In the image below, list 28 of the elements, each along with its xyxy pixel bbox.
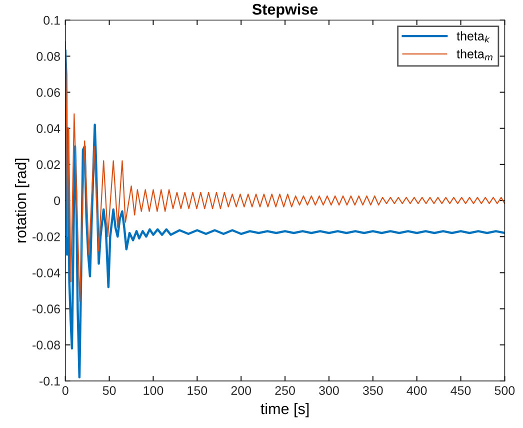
x-axis-title: time [s]	[260, 402, 309, 418]
legend-label: theta$_{m}$	[456, 49, 492, 60]
x-tick-label: 350	[362, 386, 383, 395]
x-tick-label: 0	[62, 386, 68, 395]
y-tick-label: -0.08	[32, 340, 60, 350]
y-tick-label: 0.06	[36, 88, 60, 97]
x-tick-label: 250	[275, 386, 295, 395]
y-tick-label: 0.04	[36, 124, 60, 134]
x-tick-label: 200	[231, 386, 252, 395]
y-tick-label: 0.08	[36, 52, 60, 61]
x-tick-label: 50	[102, 386, 116, 395]
y-axis-title: rotation [rad]	[15, 158, 30, 242]
x-tick-label: 400	[406, 386, 427, 395]
y-tick-label: -0.06	[32, 304, 60, 314]
chart-title: Stepwise	[252, 3, 318, 18]
x-tick-label: 150	[188, 386, 208, 395]
x-tick-label: 100	[144, 386, 164, 395]
line-series	[65, 50, 505, 378]
y-tick-label: 0.02	[36, 160, 60, 170]
x-tick-label: 300	[319, 386, 339, 395]
legend-label: theta$_{k}$	[456, 31, 490, 42]
y-tick-label: 0.1	[44, 16, 60, 25]
y-tick-label: -0.02	[32, 232, 60, 242]
x-tick-label: 500	[494, 386, 515, 395]
y-tick-label: -0.1	[40, 376, 60, 386]
y-tick-label: 0	[54, 196, 60, 206]
y-tick-label: -0.04	[32, 268, 60, 278]
x-tick-label: 450	[450, 386, 471, 395]
